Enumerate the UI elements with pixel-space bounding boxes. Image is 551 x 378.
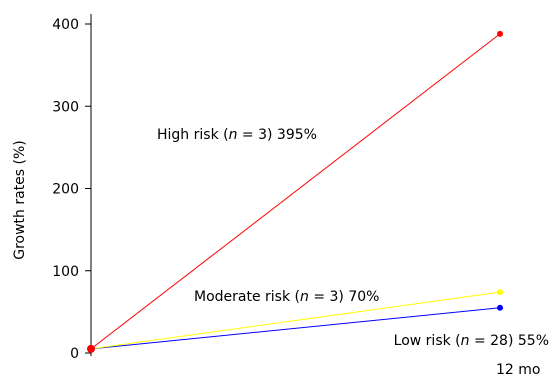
y-tick-label: 300 [52,99,79,115]
x-tick-label: 12 mo [496,362,540,378]
series-lines [90,33,501,350]
series-label-suffix: = 28) 55% [470,333,549,349]
y-tick-label: 100 [52,264,79,280]
y-tick-label: 200 [52,182,79,198]
series-label: Moderate risk (n = 3) 70% [194,289,379,305]
y-ticks: 0 100 200 300 400 [52,17,91,362]
y-tick-label: 400 [52,17,79,33]
x-ticks: 12 mo [496,362,540,378]
series-line [90,307,501,350]
series-points [87,30,503,353]
series-label-n: n [300,289,309,305]
series-label: Low risk (n = 28) 55% [394,333,549,349]
y-tick-label: 0 [70,346,79,362]
series-label-n: n [461,333,470,349]
series-label-suffix: = 3) 70% [309,289,380,305]
y-axis-title: Growth rates (%) [12,140,28,260]
series-point [497,304,503,311]
series-label-suffix: = 3) 395% [237,127,316,143]
series-label-prefix: High risk ( [157,127,229,143]
series-line [90,33,501,350]
series-line [90,291,501,350]
series-label: High risk (n = 3) 395% [157,127,317,143]
series-label-n: n [229,127,238,143]
series-point [497,30,503,37]
series-label-prefix: Moderate risk ( [194,289,300,305]
series-label-prefix: Low risk ( [394,333,461,349]
series-start-point [87,344,95,353]
series-labels: High risk (n = 3) 395%Moderate risk (n =… [157,127,549,349]
series-point [497,289,503,296]
